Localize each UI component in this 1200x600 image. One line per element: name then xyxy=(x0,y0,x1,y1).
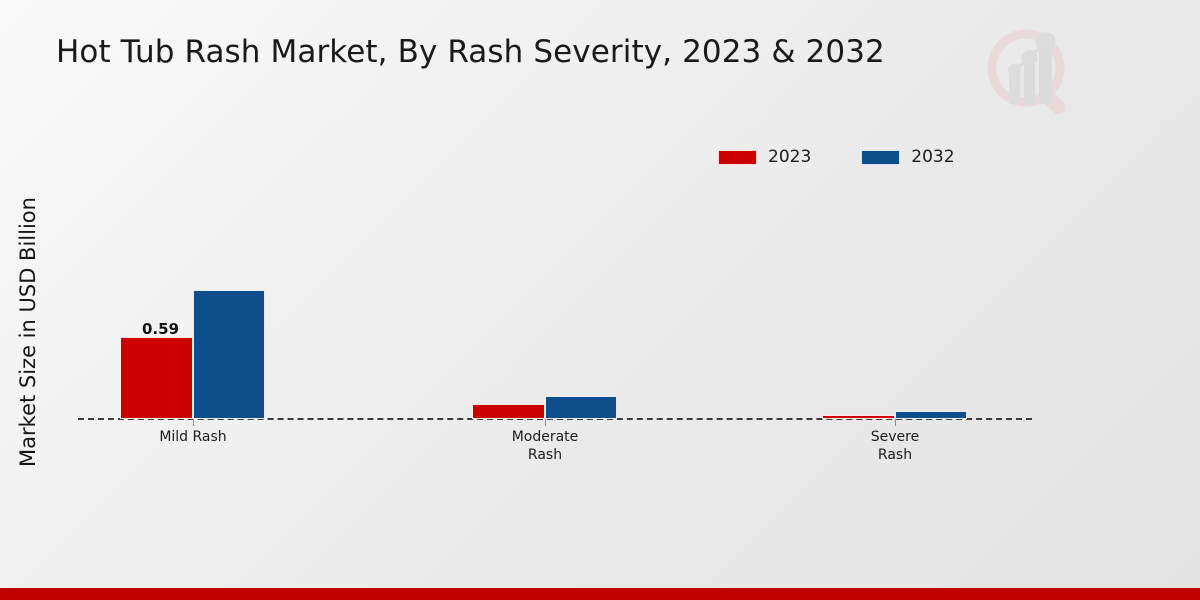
category-label-mild-rash: Mild Rash xyxy=(98,428,288,446)
axis-baseline xyxy=(78,418,1032,420)
bar-value-2023-mild-rash: 0.59 xyxy=(142,320,180,338)
category-label-moderate-rash-line2: Rash xyxy=(527,447,563,463)
tick-mark-mild-rash xyxy=(193,419,194,426)
legend-label-2032: 2032 xyxy=(911,147,955,167)
legend-item-2023[interactable]: 2023 xyxy=(718,147,811,167)
bottom-accent-band xyxy=(0,588,1200,600)
bar-2023-severe-rash[interactable] xyxy=(822,415,895,419)
magnifier-bar-chart-logo-icon xyxy=(978,22,1082,126)
legend-item-2032[interactable]: 2032 xyxy=(861,147,955,167)
chart-title: Hot Tub Rash Market, By Rash Severity, 2… xyxy=(56,34,885,70)
bar-2023-moderate-rash[interactable] xyxy=(472,404,545,419)
bar-2032-severe-rash[interactable] xyxy=(895,411,967,419)
category-label-severe-rash-line2: Rash xyxy=(877,447,913,463)
bar-2032-moderate-rash[interactable] xyxy=(545,396,617,419)
category-label-mild-rash-line1: Mild Rash xyxy=(159,429,227,445)
legend-label-2023: 2023 xyxy=(768,147,812,167)
category-label-moderate-rash-line1: Moderate xyxy=(511,429,579,445)
bar-2023-mild-rash[interactable] xyxy=(120,337,193,419)
tick-mark-severe-rash xyxy=(895,419,896,426)
category-label-severe-rash: Severe Rash xyxy=(800,428,990,464)
bar-2032-mild-rash[interactable] xyxy=(193,290,265,419)
tick-mark-moderate-rash xyxy=(545,419,546,426)
legend-swatch-2023 xyxy=(718,149,757,165)
legend-swatch-2032 xyxy=(861,149,901,165)
category-label-severe-rash-line1: Severe xyxy=(870,429,920,445)
category-label-moderate-rash: Moderate Rash xyxy=(450,428,640,464)
chart-legend: 2023 2032 xyxy=(718,147,955,167)
